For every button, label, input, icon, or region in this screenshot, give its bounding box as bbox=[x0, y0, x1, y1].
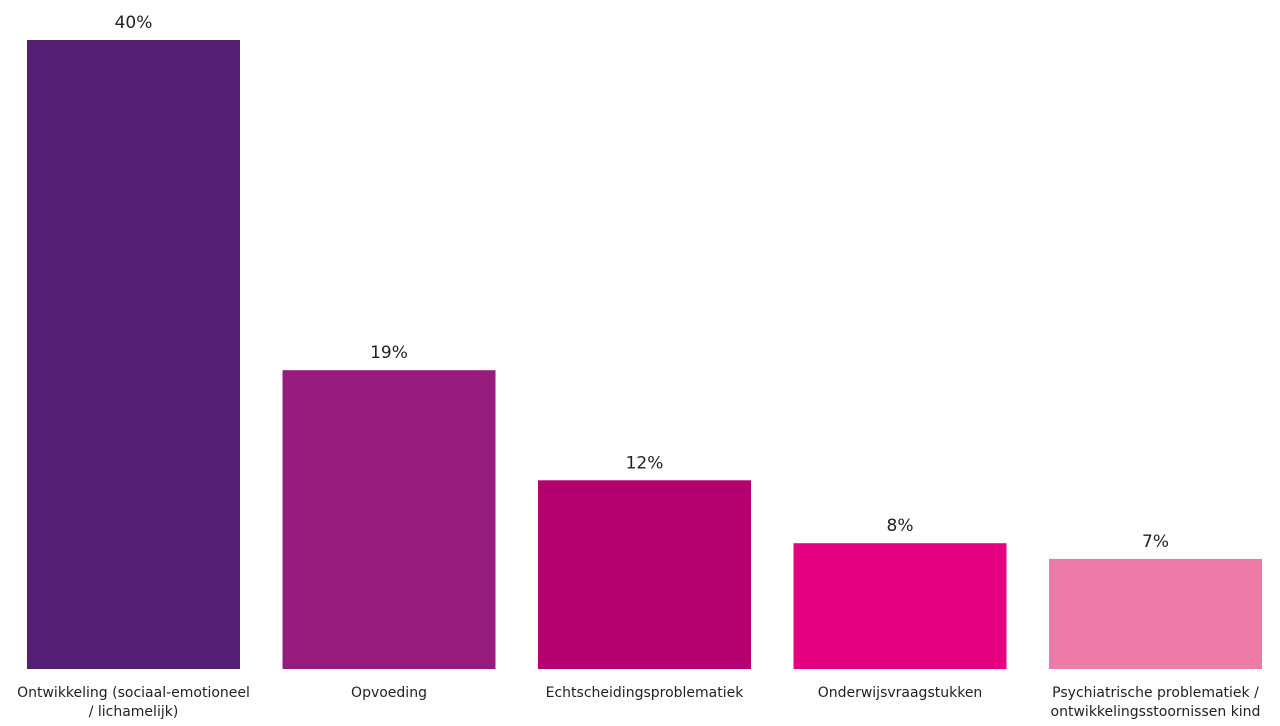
category-label-1-line-2: / lichamelijk) bbox=[89, 704, 179, 720]
category-label-2-line-1: Opvoeding bbox=[351, 685, 427, 701]
bar-4 bbox=[793, 543, 1007, 669]
bar-3 bbox=[538, 480, 751, 669]
category-label-5-line-1: Psychiatrische problematiek / bbox=[1052, 685, 1259, 701]
data-label-4: 8% bbox=[887, 516, 914, 536]
data-label-2: 19% bbox=[370, 343, 408, 363]
bar-5 bbox=[1049, 558, 1262, 669]
data-label-5: 7% bbox=[1142, 532, 1169, 552]
category-label-1-line-1: Ontwikkeling (sociaal-emotioneel bbox=[17, 685, 250, 701]
category-label-5-line-2: ontwikkelingsstoornissen kind bbox=[1051, 704, 1261, 720]
category-label-4-line-1: Onderwijsvraagstukken bbox=[818, 685, 983, 701]
data-label-1: 40% bbox=[115, 13, 153, 33]
category-label-3-line-1: Echtscheidingsproblematiek bbox=[546, 685, 745, 701]
data-label-3: 12% bbox=[626, 453, 664, 473]
bar-1 bbox=[27, 40, 240, 669]
bar-2 bbox=[282, 370, 496, 669]
